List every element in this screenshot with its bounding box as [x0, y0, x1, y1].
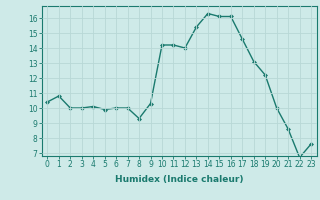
X-axis label: Humidex (Indice chaleur): Humidex (Indice chaleur) — [115, 175, 244, 184]
